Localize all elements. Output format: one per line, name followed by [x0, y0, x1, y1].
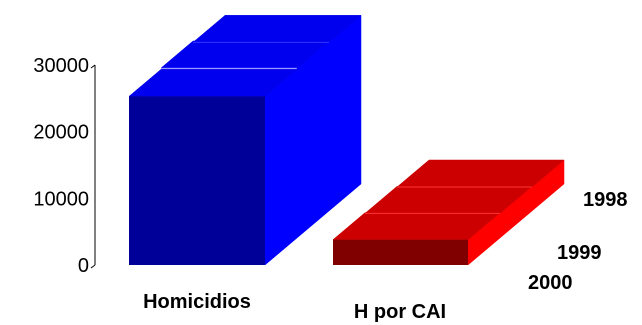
category-label: Homicidios [143, 291, 251, 313]
bar-front-Homicidios [129, 96, 265, 265]
y-tick-label: 0 [78, 255, 89, 277]
depth-label: 1999 [557, 242, 602, 264]
depth-label: 2000 [528, 272, 573, 294]
y-axis: 0 10000 20000 30000 [33, 55, 96, 277]
bar-front-H por CAI [333, 239, 468, 265]
y-tick-label: 20000 [33, 122, 89, 144]
y-tick-label: 10000 [33, 188, 89, 210]
labels: Homicidios H por CAI 2000 1999 1998 [143, 189, 627, 323]
bar-side-1999 [296, 40, 330, 239]
y-axis-top-tick [90, 64, 96, 69]
bars [128, 14, 565, 266]
bar-side-2000 [264, 68, 298, 266]
category-label: H por CAI [354, 301, 446, 323]
depth-label: 1998 [583, 189, 628, 211]
bar-side-1998 [328, 14, 362, 212]
y-tick-label: 30000 [33, 55, 89, 77]
y-axis-bottom-tick [90, 264, 96, 269]
